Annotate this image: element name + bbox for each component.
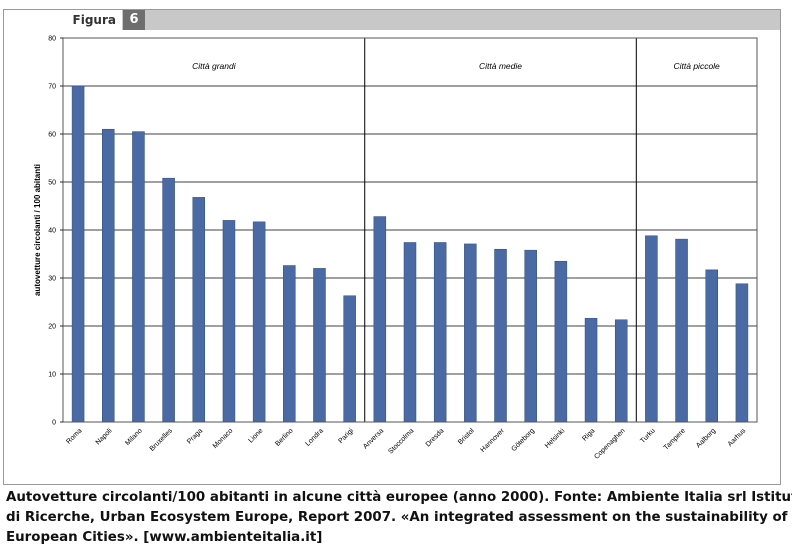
bar-g-teborg [524,249,537,423]
bar-monaco [222,220,236,423]
y-tick-label: 30 [48,276,56,283]
bar-aarhus [735,283,749,423]
bar-stoccolma [403,242,417,423]
x-tick-label: Turku [639,427,656,444]
group-label: Città grandi [192,61,237,71]
bar-riga [584,318,598,423]
x-tick-label: Napoli [95,427,114,446]
y-tick-label: 70 [48,84,56,91]
figure-caption: Autovetture circolanti/100 abitanti in a… [6,488,792,548]
y-tick-label: 80 [48,36,56,43]
y-tick-label: 50 [48,180,56,187]
bar-praga [192,197,206,423]
bar-napoli [102,128,115,423]
x-tick-label: Praga [186,427,204,445]
bar-dresda [433,242,447,423]
caption-line-1: Autovetture circolanti/100 abitanti in a… [6,490,792,505]
x-tick-label: Hannover [480,427,507,454]
bar-milano [132,131,145,423]
x-tick-label: Berlino [274,427,294,447]
group-dividers [364,38,637,422]
x-tick-label: Milano [124,427,144,447]
x-tick-label: Aalborg [695,427,717,449]
x-tick-label: Riga [581,427,596,442]
figure-label: Figura [4,10,122,30]
x-tick-label: Aarhus [727,427,748,448]
bar-copenaghen [614,319,628,423]
bar-lione [252,221,266,423]
group-label: Città medie [479,61,522,71]
bar-berlino [283,265,296,423]
bar-turku [645,235,658,423]
y-axis-label: autovetture circolanti / 100 abitanti [33,164,42,296]
bar-bruxelles [162,177,175,423]
bar-londra [313,268,326,423]
x-tick-label: Londra [305,427,325,447]
bar-aalborg [705,269,718,423]
y-tick-label: 10 [48,372,56,379]
x-tick-label: Bruxelles [149,427,175,453]
x-tick-label: Göteborg [511,427,537,453]
bars [71,85,749,423]
x-tick-label: Helsinki [544,427,567,450]
x-tick-label: Monaco [212,427,235,450]
x-tick-label: Stoccolma [387,427,415,455]
y-tick-label: 60 [48,132,56,139]
bar-helsinki [554,260,568,423]
caption-line-2: di Ricerche, Urban Ecosystem Europe, Rep… [6,510,792,525]
y-tick-label: 40 [48,228,56,235]
bar-parigi [343,295,356,423]
bar-tampere [675,238,688,423]
x-tick-label: Anversa [362,427,385,450]
y-tick-labels: 0 10 20 30 40 50 60 70 80 [48,36,56,427]
bar-bristol [464,243,477,423]
group-labels: Città grandi Città medie Città piccole [192,61,720,71]
bar-chart: Città grandi Città medie Città piccole 0 10… [33,36,758,461]
caption-line-3: European Cities». [www.ambienteitalia.it… [6,530,323,545]
axes [60,37,758,423]
figure-number: 6 [123,10,145,30]
x-tick-label: Tampere [663,427,687,451]
group-label: Città piccole [673,61,720,71]
bar-hannover [494,248,507,423]
y-tick-label: 20 [48,324,56,331]
bar-anversa [373,216,387,423]
x-tick-label: Dresda [425,427,446,448]
bar-roma [71,85,85,423]
x-tick-label: Bristol [457,427,476,446]
x-tick-label: Roma [65,427,83,445]
x-tick-label: Lione [247,427,264,444]
y-tick-label: 0 [52,420,56,427]
x-tick-label: Parigi [337,427,355,445]
x-tick-labels: Roma Napoli Milano Bruxelles Praga Monaco Lion… [65,427,747,461]
x-tick-label: Copenaghen [593,427,626,460]
figure-header-bar [4,10,780,30]
